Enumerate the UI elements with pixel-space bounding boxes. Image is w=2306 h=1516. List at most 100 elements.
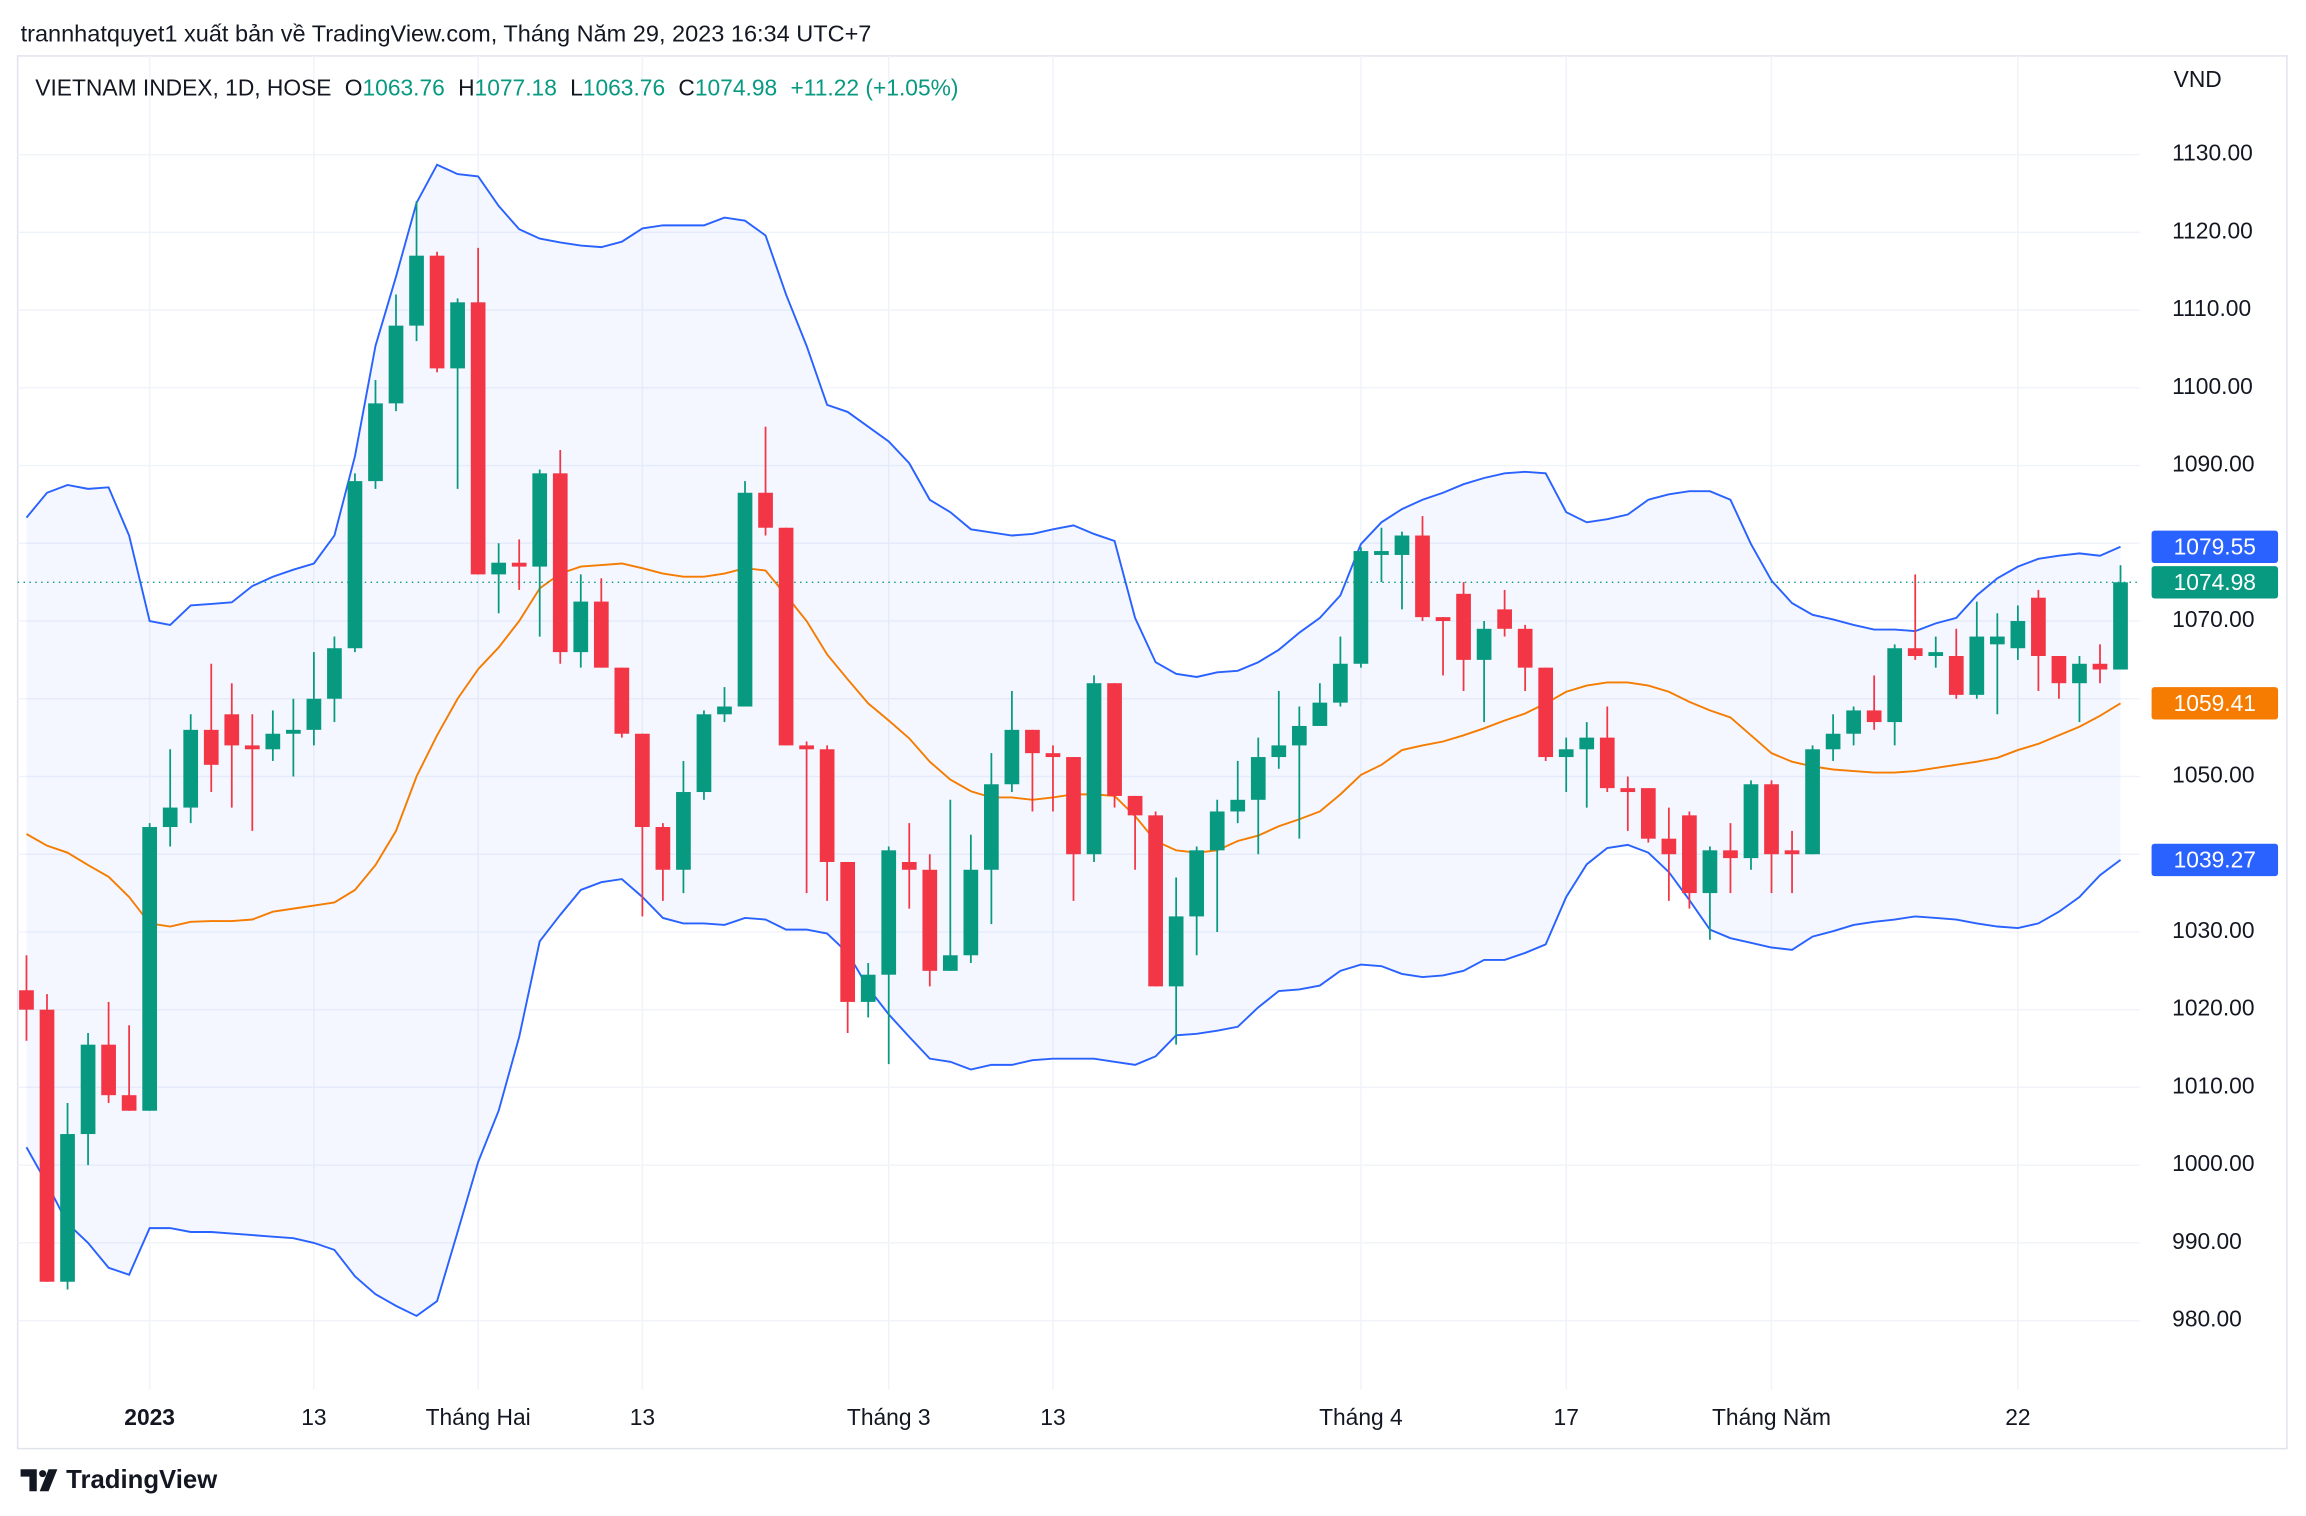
candle-body	[1702, 850, 1718, 894]
candle-body	[799, 745, 814, 750]
candle-body	[737, 492, 753, 707]
candle-body	[409, 255, 424, 326]
frame	[16, 55, 2288, 1450]
candle-body	[1066, 757, 1081, 855]
y-tick-label: 1110.00	[2172, 295, 2251, 321]
candle-body	[1004, 729, 1020, 785]
candle-body	[121, 1095, 137, 1111]
candle-body	[1682, 815, 1697, 894]
candle-body	[1599, 737, 1615, 789]
price-badge	[2151, 687, 2279, 720]
candle-body	[614, 667, 630, 734]
candle-body	[1723, 850, 1738, 859]
y-tick-label: 1120.00	[2172, 217, 2253, 243]
band-line	[25, 163, 2121, 678]
candle-body	[450, 302, 465, 369]
ohlc-label: H	[458, 75, 474, 101]
candle-body	[1168, 916, 1184, 987]
candle-body	[860, 974, 876, 1002]
change: +11.22 (+1.05%)	[790, 75, 958, 101]
candle-body	[1435, 617, 1451, 622]
plot	[17, 163, 2140, 1318]
candle-body	[2010, 621, 2026, 649]
candle-body	[758, 492, 773, 528]
candle-body	[1353, 551, 1369, 664]
candle-body	[347, 481, 363, 649]
candle-body	[1333, 663, 1348, 703]
legend-header: VIETNAM INDEX, 1D, HOSE O1063.76 H1077.18 L…	[35, 75, 958, 101]
candle-body	[1928, 652, 1944, 657]
candle-body	[593, 601, 609, 668]
ohlc-label: C	[678, 75, 694, 101]
candle-body	[327, 648, 342, 699]
x-tick-label: 13	[1040, 1404, 1065, 1430]
y-tick-label: 1100.00	[2172, 373, 2253, 399]
candle-body	[1230, 799, 1246, 812]
candle-body	[2072, 663, 2087, 684]
candle-body	[942, 955, 958, 971]
candle-body	[984, 784, 999, 870]
x-tick-label: 13	[630, 1404, 655, 1430]
candle-body	[840, 861, 856, 1002]
candle-body	[1456, 593, 1471, 660]
candle-body	[1579, 737, 1595, 750]
candle-body	[39, 1009, 55, 1282]
x-tick-label: Tháng 4	[1319, 1404, 1403, 1430]
y-tick-label: 1130.00	[2172, 140, 2253, 166]
candle-body	[511, 562, 527, 567]
candle-body	[1291, 725, 1307, 746]
candle-body	[1148, 815, 1163, 987]
x-tick-label: Tháng Hai	[426, 1404, 531, 1430]
candle-body	[696, 714, 712, 793]
candle-body	[1846, 710, 1861, 734]
candle-body	[1558, 749, 1574, 758]
y-tick-label: 990.00	[2172, 1228, 2242, 1254]
x-tick-label: 13	[301, 1404, 326, 1430]
candle-body	[573, 601, 589, 653]
candle-body	[1312, 702, 1328, 726]
candle-body	[1127, 795, 1143, 816]
candle-body	[819, 749, 835, 862]
y-tick-label: 1010.00	[2172, 1072, 2254, 1098]
x-tick-label: Tháng Năm	[1712, 1404, 1831, 1430]
candle-body	[1476, 628, 1492, 660]
y-tick-label: 1030.00	[2172, 917, 2254, 943]
candle-body	[655, 827, 671, 870]
currency: VND	[2174, 66, 2222, 92]
candle-body	[470, 302, 486, 575]
candle-body	[532, 473, 548, 567]
candle-body	[963, 869, 979, 956]
price-badge	[2151, 843, 2279, 877]
candle-body	[1764, 784, 1779, 855]
candle-body	[1866, 710, 1882, 723]
candle-body	[224, 714, 240, 746]
candle-body	[922, 869, 938, 971]
candle-body	[1887, 648, 1903, 723]
candle-body	[2092, 663, 2108, 670]
candle-body	[19, 990, 34, 1010]
y-tick-label: 1050.00	[2172, 762, 2254, 788]
candle-body	[717, 706, 732, 715]
ohlc-label: O	[345, 75, 363, 101]
price-badge-label: 1079.55	[2174, 533, 2256, 559]
ohlc-value: 1063.76	[583, 75, 665, 101]
candle-body	[1640, 788, 1656, 839]
y-tick-label: 980.00	[2172, 1306, 2242, 1332]
x-tick-label: 22	[2005, 1404, 2030, 1430]
candle-body	[1497, 609, 1512, 629]
candle-body	[60, 1134, 75, 1282]
ohlc-value: 1063.76	[362, 75, 444, 101]
candle-body	[203, 729, 219, 765]
candle-body	[1517, 628, 1533, 668]
candle-body	[901, 861, 917, 870]
y-tick-label: 1020.00	[2172, 995, 2254, 1021]
x-tick-label: 2023	[124, 1404, 175, 1430]
candle-body	[552, 473, 568, 653]
band-background	[26, 164, 2121, 1316]
price-badge	[2151, 566, 2279, 599]
candle-body	[881, 850, 897, 975]
candle-body	[1620, 788, 1636, 793]
candle-body	[1415, 535, 1430, 618]
